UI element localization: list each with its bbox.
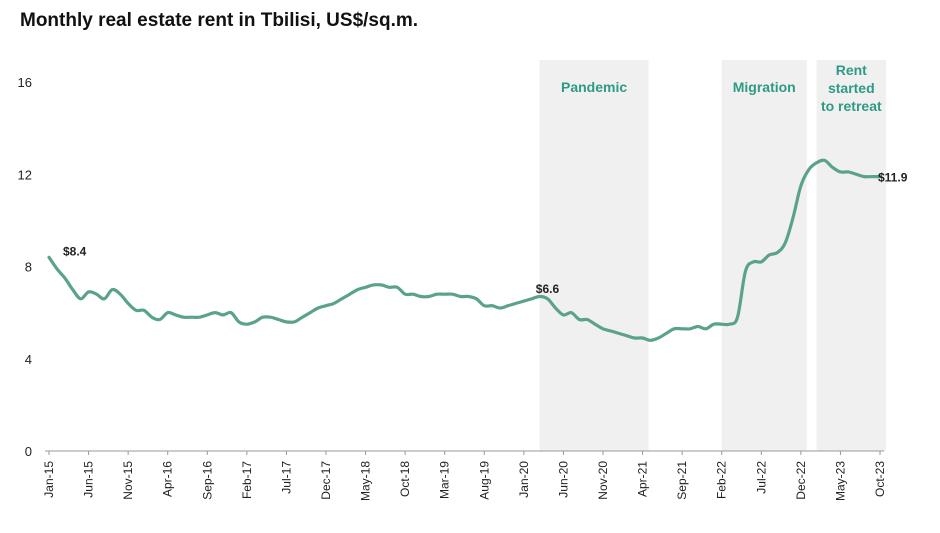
x-tick-label: Jun-15: [82, 461, 96, 498]
band-0: [539, 60, 649, 451]
y-tick-label: 12: [18, 167, 32, 182]
x-tick-label: Jul-17: [279, 461, 293, 494]
x-tick-label: Jun-20: [556, 461, 570, 498]
band-labels: Pandemic Migration Rent started to retreat: [561, 62, 882, 114]
x-tick-label: Mar-19: [438, 461, 452, 499]
x-tick-label: Apr-16: [161, 461, 175, 497]
series-layer: [47, 158, 882, 342]
x-tick-label: Dec-22: [794, 461, 808, 500]
band-label: Pandemic: [561, 79, 627, 95]
y-tick-label: 16: [18, 75, 32, 90]
y-tick-label: 4: [25, 352, 32, 367]
x-axis: Jan-15 Jun-15 Nov-15 Apr-16 Sep-16 Feb-17 Jul-…: [42, 450, 887, 501]
chart-title: Monthly real estate rent in Tbilisi, US$…: [20, 10, 419, 31]
x-tick-label: Nov-15: [121, 461, 135, 500]
x-tick-label: Jan-20: [517, 461, 531, 498]
data-labels: $8.4 $6.6 $11.9: [63, 171, 908, 296]
x-tick-label: Feb-22: [715, 461, 729, 499]
shaded-bands: [539, 60, 886, 451]
band-1: [721, 60, 807, 451]
data-label: $11.9: [878, 171, 908, 185]
x-tick-label: Jul-22: [754, 461, 768, 494]
x-tick-label: Aug-19: [477, 461, 491, 500]
band-label: Rent: [836, 62, 867, 78]
x-tick-label: Dec-17: [319, 461, 333, 500]
x-tick-label: Feb-17: [240, 461, 254, 499]
y-axis: 0 4 8 12 16: [18, 75, 32, 459]
x-tick-label: Sep-16: [200, 461, 214, 500]
x-tick-label: Apr-21: [636, 461, 650, 497]
band-2: [816, 60, 886, 451]
series-line-0: [47, 158, 882, 342]
y-tick-label: 0: [25, 444, 32, 459]
x-tick-label: Nov-20: [596, 461, 610, 500]
data-label: $6.6: [536, 282, 560, 296]
x-tick-label: May-23: [833, 461, 847, 501]
band-label: started: [828, 80, 875, 96]
band-label: to retreat: [821, 98, 882, 114]
x-tick-label: Oct-18: [398, 461, 412, 497]
x-tick-label: Jan-15: [42, 461, 56, 498]
band-label: Migration: [733, 79, 796, 95]
x-tick-label: Sep-21: [675, 461, 689, 500]
x-tick-label: Oct-23: [873, 461, 887, 497]
y-tick-label: 8: [25, 260, 32, 275]
x-tick-label: May-18: [359, 461, 373, 501]
data-label: $8.4: [63, 244, 87, 258]
